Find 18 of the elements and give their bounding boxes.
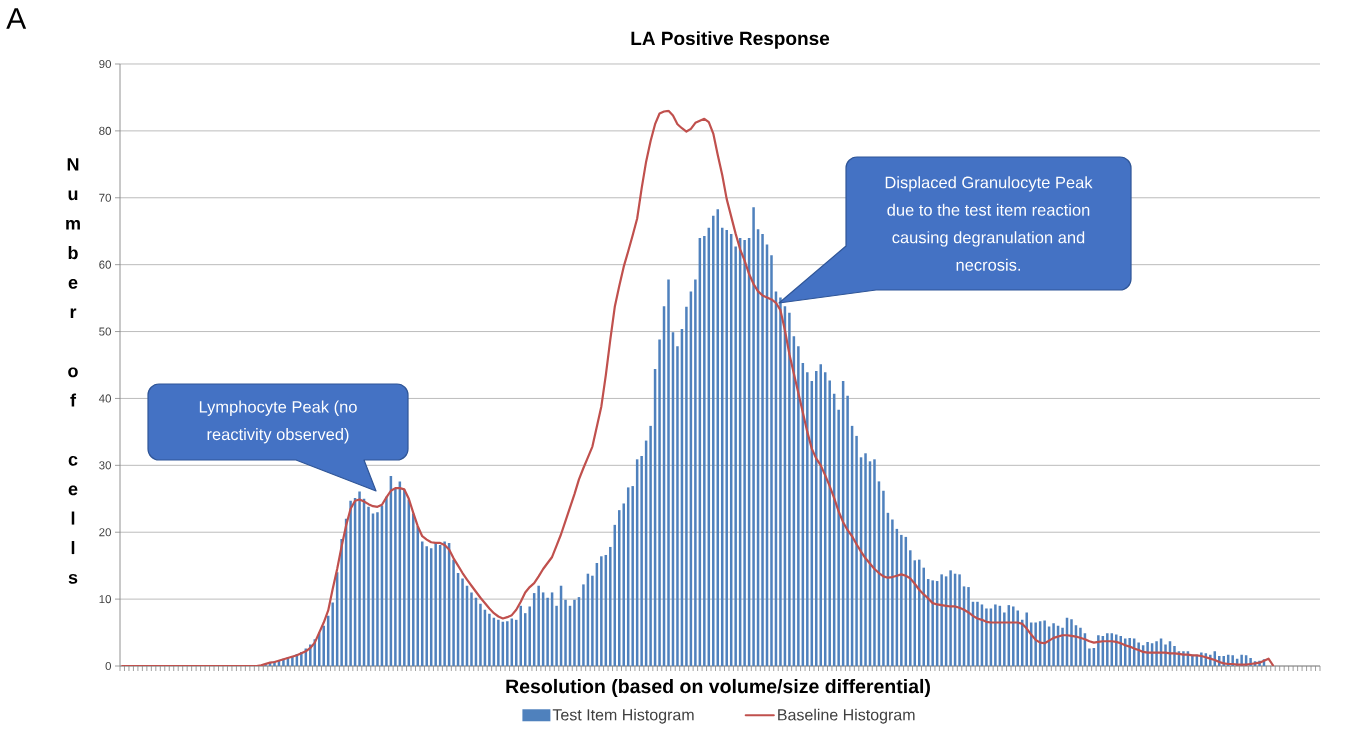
text: A: [6, 8, 27, 29]
x-axis-title: Resolution (based on volume/size differential): [506, 678, 930, 698]
text: Number of cells: [66, 158, 80, 584]
annotation: Displaced Granulocyte Peak due to the test item reaction causing degranulation and necrosis.: [885, 176, 1093, 271]
y-tick-label: 80: [99, 126, 112, 135]
y-tick-label: 40: [98, 394, 112, 403]
y-tick-label: 70: [99, 193, 112, 202]
legend-label: Test Item Histogram: [552, 708, 694, 724]
chart-title: LA Positive Response: [631, 31, 830, 49]
y-tick-label: 50: [99, 327, 112, 336]
y-tick-label: 60: [99, 260, 112, 269]
y-tick-label: 20: [99, 528, 112, 537]
legend-label: Baseline Histogram: [778, 708, 915, 724]
annotation: Lymphocyte Peak (no reactivity observed): [199, 400, 357, 444]
y-tick-label: 90: [99, 59, 112, 69]
y-tick-label: 30: [99, 461, 112, 470]
y-tick-label: 0: [105, 661, 112, 671]
y-tick-label: 10: [99, 595, 112, 604]
